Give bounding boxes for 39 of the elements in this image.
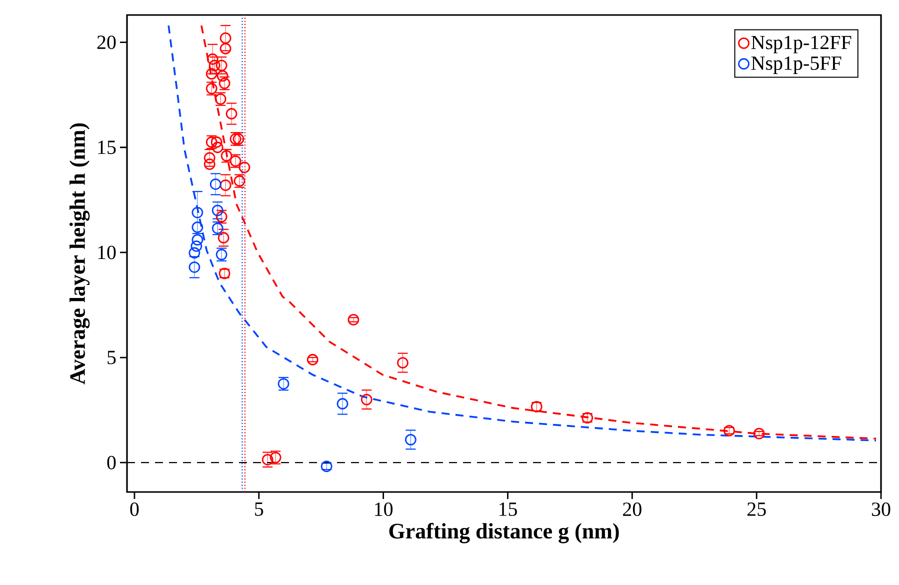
legend-label: Nsp1p-5FF (751, 56, 842, 74)
x-tick-label: 0 (130, 502, 139, 516)
point (188, 247, 200, 259)
y-tick-label: 20 (97, 36, 116, 50)
point (216, 60, 228, 72)
y-tick-label: 10 (98, 246, 116, 260)
point (218, 232, 230, 244)
x-tick-label: 5 (255, 502, 264, 516)
y-axis-title: Average layer height h (nm) (70, 123, 90, 384)
point (192, 234, 204, 246)
y-tick-label: 5 (108, 350, 116, 364)
x-tick-label: 25 (747, 502, 766, 516)
point (220, 32, 232, 44)
y-tick-label: 15 (98, 140, 116, 154)
x-tick-label: 10 (375, 502, 393, 516)
point (404, 434, 416, 446)
point (397, 357, 408, 368)
x-tick-label: 20 (623, 502, 642, 516)
x-tick-label: 15 (500, 502, 517, 516)
point (208, 60, 220, 72)
point (188, 261, 200, 273)
point (348, 314, 360, 326)
point (220, 42, 232, 54)
point (190, 240, 202, 252)
point (360, 394, 372, 406)
point (192, 206, 204, 218)
point (220, 180, 232, 191)
point (306, 354, 318, 366)
point (226, 108, 238, 120)
point (336, 398, 348, 410)
legend-label: Nsp1p-12FF (751, 36, 852, 54)
x-tick-label: 30 (872, 502, 890, 516)
point (753, 428, 765, 440)
y-tick-label: 0 (107, 456, 116, 470)
point (204, 152, 216, 164)
x-axis-title: Grafting distance g (nm) (389, 522, 619, 544)
point (210, 178, 222, 190)
point (238, 162, 250, 174)
point (192, 222, 204, 233)
